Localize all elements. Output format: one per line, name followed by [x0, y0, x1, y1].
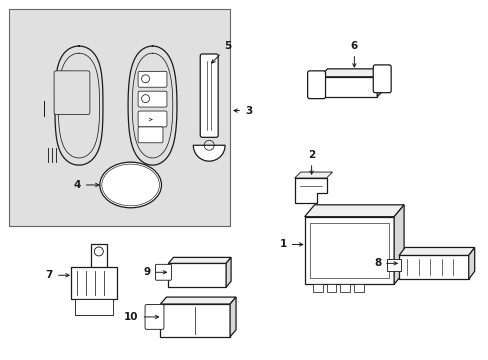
- FancyBboxPatch shape: [138, 111, 166, 127]
- FancyBboxPatch shape: [200, 54, 218, 137]
- Text: 3: 3: [233, 105, 252, 116]
- FancyBboxPatch shape: [372, 65, 390, 93]
- Polygon shape: [304, 205, 403, 217]
- Ellipse shape: [100, 162, 161, 208]
- Polygon shape: [168, 264, 225, 287]
- Bar: [340, 284, 350, 292]
- Polygon shape: [398, 255, 468, 279]
- Text: 4: 4: [73, 180, 99, 190]
- Text: 1: 1: [279, 239, 302, 249]
- Bar: [354, 284, 364, 292]
- Polygon shape: [319, 77, 376, 96]
- Bar: [386, 260, 400, 271]
- Text: 9: 9: [143, 267, 166, 277]
- Polygon shape: [398, 247, 474, 255]
- Polygon shape: [230, 297, 236, 337]
- Polygon shape: [168, 257, 231, 264]
- Bar: [91, 243, 106, 279]
- Text: 6: 6: [350, 41, 357, 67]
- FancyBboxPatch shape: [138, 127, 163, 143]
- Polygon shape: [468, 247, 474, 279]
- Text: 7: 7: [45, 270, 69, 280]
- Ellipse shape: [102, 164, 159, 206]
- Polygon shape: [294, 172, 332, 178]
- FancyBboxPatch shape: [138, 71, 166, 87]
- Polygon shape: [160, 304, 230, 337]
- Polygon shape: [319, 69, 385, 77]
- Bar: [71, 267, 117, 299]
- Bar: [9, 9, 230, 226]
- Bar: [312, 284, 322, 292]
- Bar: [75, 299, 113, 315]
- Polygon shape: [225, 257, 231, 287]
- FancyBboxPatch shape: [54, 71, 90, 114]
- FancyBboxPatch shape: [307, 71, 325, 99]
- Text: 5: 5: [211, 41, 231, 63]
- Polygon shape: [393, 205, 403, 284]
- Wedge shape: [193, 145, 224, 161]
- Text: 8: 8: [373, 258, 396, 268]
- FancyBboxPatch shape: [138, 91, 166, 107]
- Text: 2: 2: [307, 150, 315, 174]
- Polygon shape: [304, 217, 393, 284]
- Polygon shape: [376, 69, 385, 96]
- FancyBboxPatch shape: [155, 264, 171, 280]
- Polygon shape: [160, 297, 236, 304]
- FancyBboxPatch shape: [145, 305, 163, 329]
- Bar: [326, 284, 336, 292]
- Text: 10: 10: [124, 312, 158, 322]
- Polygon shape: [294, 178, 326, 203]
- Bar: [309, 223, 388, 278]
